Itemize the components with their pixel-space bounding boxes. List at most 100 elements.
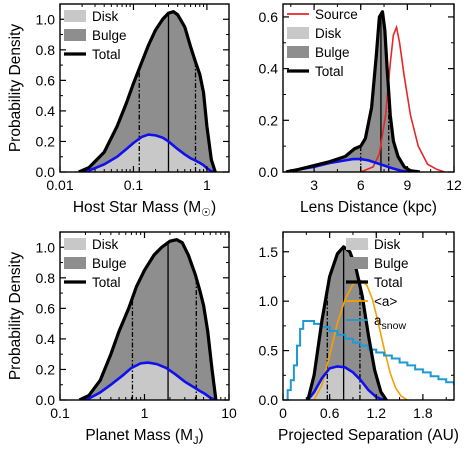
total-curve <box>285 10 421 172</box>
legend-item: asnow <box>346 313 406 332</box>
legend-swatch <box>64 10 86 22</box>
source-curve <box>360 24 445 172</box>
x-tick-label: 0.6 <box>320 405 340 421</box>
y-axis: 0.0 0.2 0.4 0.6 0.8 1.0 <box>36 3 229 180</box>
x-axis: 0.01 0.1 1 <box>46 4 230 193</box>
x-tick-label: 0.1 <box>124 177 144 193</box>
legend-item: Disk <box>346 237 400 252</box>
plot-area <box>285 10 445 172</box>
legend-item: Bulge <box>64 28 127 43</box>
y-tick-label: 0.6 <box>259 9 279 25</box>
x-tick-label: 6 <box>357 177 365 193</box>
legend-item: Disk <box>64 9 118 24</box>
disk-curve <box>306 365 385 400</box>
y-axis: 0.0 0.5 1.0 1.5 <box>259 244 454 408</box>
legend-swatch <box>64 257 86 269</box>
x-tick-label: 1 <box>141 405 149 421</box>
y-tick-label: 0.0 <box>259 392 279 408</box>
legend: Source Disk Bulge Total <box>287 7 358 79</box>
panel-planet-mass: 0.1 1 10 0.0 0.2 0.4 0.6 0.8 1.0 Planet Mass (MJ)… <box>7 231 237 447</box>
x-axis-label: Planet Mass (MJ) <box>85 427 203 447</box>
legend-item: Bulge <box>287 45 350 60</box>
legend-label: Source <box>315 7 358 22</box>
x-axis-label: Lens Distance (kpc) <box>300 199 437 216</box>
y-tick-label: 0.2 <box>259 112 279 128</box>
plot-area <box>286 245 454 400</box>
legend-item: <a> <box>346 294 397 309</box>
y-tick-label: 1.5 <box>259 244 279 260</box>
x-axis: 0 0.6 1.2 1.8 <box>279 232 447 421</box>
panel-projected-separation: 0 0.6 1.2 1.8 0.0 0.5 1.0 1.5 Projected Separati… <box>259 231 459 444</box>
y-tick-label: 0.6 <box>36 72 56 88</box>
panel-host-star-mass: 0.01 0.1 1 0.0 0.2 0.4 0.6 0.8 1.0 Host Star Mass… <box>7 3 230 219</box>
legend-swatch <box>287 27 309 39</box>
legend-item: Total <box>287 64 344 79</box>
legend-item: Bulge <box>346 256 409 271</box>
legend-label: asnow <box>374 313 406 332</box>
x-tick-label: 10 <box>221 405 237 421</box>
legend-item: Disk <box>287 26 341 41</box>
x-tick-label: 1.2 <box>367 405 387 421</box>
legend-swatch <box>64 238 86 250</box>
y-axis: 0.0 0.2 0.4 0.6 <box>259 9 454 180</box>
y-axis-label: Probability Density <box>7 24 24 153</box>
legend-label: Bulge <box>315 45 350 60</box>
y-tick-label: 1.0 <box>36 11 56 27</box>
a-mean-curve <box>313 279 408 400</box>
disk-area <box>286 159 411 172</box>
y-tick-label: 0.4 <box>259 61 279 77</box>
total-curve <box>78 10 217 172</box>
legend-label: Bulge <box>92 256 127 271</box>
legend: Disk Bulge Total <box>64 237 127 290</box>
x-axis-label: Projected Separation (AU) <box>278 427 459 444</box>
y-tick-label: 0.8 <box>36 270 56 286</box>
y-tick-label: 0.2 <box>36 361 56 377</box>
x-tick-label: 3 <box>310 177 318 193</box>
y-tick-label: 1.0 <box>36 239 56 255</box>
axes-frame <box>282 231 455 401</box>
y-tick-label: 0.4 <box>36 103 56 119</box>
x-tick-label: 0.1 <box>50 405 70 421</box>
bulge-area <box>79 239 216 400</box>
x-tick-label: 9 <box>403 177 411 193</box>
legend-label: Total <box>92 47 121 62</box>
bulge-area <box>78 11 216 172</box>
y-tick-label: 1.0 <box>259 293 279 309</box>
legend-label: Disk <box>92 9 118 24</box>
axes-frame <box>59 3 230 173</box>
disk-area <box>79 362 216 400</box>
legend-label: Disk <box>92 237 118 252</box>
legend-item: Disk <box>64 237 118 252</box>
legend-swatch <box>287 46 309 58</box>
legend-label: <a> <box>374 294 397 309</box>
total-curve <box>306 245 388 400</box>
legend-label: Disk <box>374 237 400 252</box>
legend: Disk Bulge Total <a> asnow <box>346 237 409 332</box>
x-tick-label: 0.01 <box>46 177 73 193</box>
legend-item: Bulge <box>64 256 127 271</box>
y-axis-label: Probability Density <box>7 252 24 381</box>
y-tick-label: 0.5 <box>259 343 279 359</box>
legend-item: Total <box>64 47 121 62</box>
x-tick-label: 1 <box>203 177 211 193</box>
x-tick-label: 0 <box>279 405 287 421</box>
disk-area <box>78 134 216 172</box>
legend-label: Disk <box>315 26 341 41</box>
legend: Disk Bulge Total <box>64 9 127 62</box>
legend-label: Total <box>315 64 344 79</box>
legend-label: Bulge <box>374 256 409 271</box>
x-tick-label: 1.8 <box>413 405 433 421</box>
disk-curve <box>79 361 217 400</box>
legend-swatch <box>64 29 86 41</box>
y-axis: 0.0 0.2 0.4 0.6 0.8 1.0 <box>36 231 229 408</box>
plot-area <box>78 238 218 400</box>
plot-area <box>78 10 217 172</box>
panel-lens-distance: 3 6 9 12 0.0 0.2 0.4 0.6 Lens Distance (kpc) Sour… <box>259 3 462 216</box>
y-tick-label: 0.0 <box>36 392 56 408</box>
legend-swatch <box>346 238 368 250</box>
y-tick-label: 0.0 <box>36 164 56 180</box>
legend-item: Total <box>346 275 403 290</box>
legend-item: Total <box>64 275 121 290</box>
y-tick-label: 0.8 <box>36 42 56 58</box>
x-tick-label: 12 <box>446 177 462 193</box>
